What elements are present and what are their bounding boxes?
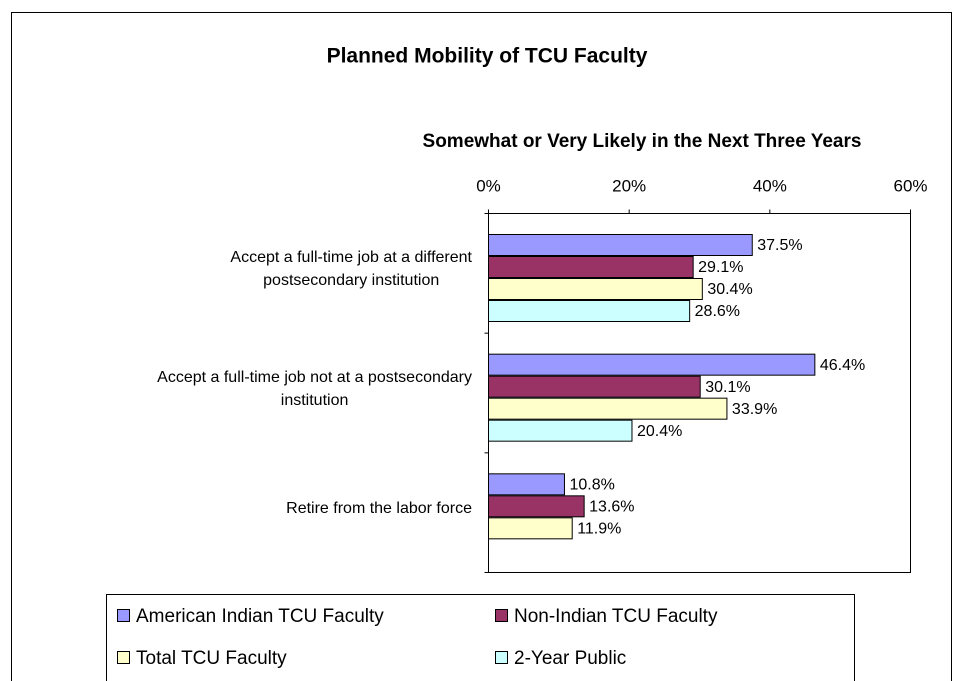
value-label: 10.8% [569, 477, 614, 494]
legend-label: American Indian TCU Faculty [136, 606, 384, 627]
bar [488, 517, 573, 540]
value-label: 30.1% [705, 379, 750, 396]
legend-swatch [117, 609, 130, 622]
value-label: 46.4% [820, 357, 865, 374]
x-tick-label: 0% [476, 176, 501, 195]
value-label: 33.9% [732, 401, 777, 418]
category-label-line: Accept a full-time job at a different [230, 249, 472, 267]
value-label: 37.5% [757, 237, 802, 254]
legend-label: 2-Year Public [514, 648, 626, 669]
value-label: 11.9% [577, 521, 621, 538]
value-label: 13.6% [589, 499, 634, 516]
x-tick-label: 60% [893, 176, 927, 195]
bar [488, 234, 753, 256]
legend-label: Non-Indian TCU Faculty [514, 606, 718, 627]
category-label-line: postsecondary institution [263, 272, 440, 290]
category-label: Accept a full-time job not at a postseco… [157, 366, 472, 412]
legend-label: Total TCU Faculty [136, 648, 287, 669]
legend-box [106, 594, 855, 681]
bar [488, 300, 691, 322]
category-label-line: Accept a full-time job not at a postseco… [157, 369, 472, 386]
bar [488, 375, 701, 398]
legend-swatch [495, 651, 508, 664]
bar [488, 473, 565, 496]
category-label-line: Retire from the labor force [286, 500, 472, 518]
bar [488, 397, 728, 420]
legend-swatch [495, 609, 508, 622]
x-tick-label: 40% [753, 176, 787, 195]
chart-title: Planned Mobility of TCU Faculty [327, 45, 648, 68]
x-tick-label: 20% [612, 176, 646, 195]
category-label-line: institution [280, 392, 349, 409]
category-label: Retire from the labor force [286, 497, 472, 520]
legend-swatch [117, 651, 130, 664]
bar [488, 495, 585, 518]
bar [488, 353, 816, 376]
category-label: Accept a full-time job at a different pos… [230, 246, 472, 292]
value-label: 28.6% [695, 303, 740, 320]
bar [488, 278, 703, 300]
value-label: 20.4% [637, 423, 682, 440]
chart-subtitle: Somewhat or Very Likely in the Next Thre… [423, 131, 862, 152]
value-label: 30.4% [707, 281, 752, 298]
bar [488, 419, 633, 442]
bar [488, 256, 694, 278]
value-label: 29.1% [698, 259, 743, 276]
